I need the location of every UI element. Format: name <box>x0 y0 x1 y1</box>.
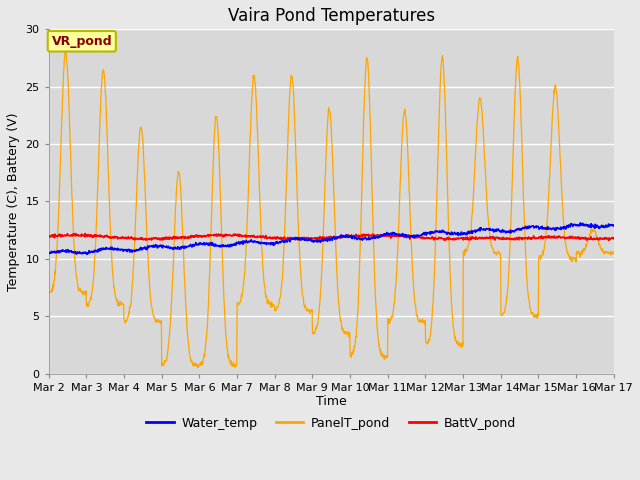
Text: VR_pond: VR_pond <box>51 35 112 48</box>
X-axis label: Time: Time <box>316 396 346 408</box>
Title: Vaira Pond Temperatures: Vaira Pond Temperatures <box>228 7 435 25</box>
Y-axis label: Temperature (C), Battery (V): Temperature (C), Battery (V) <box>7 112 20 291</box>
Legend: Water_temp, PanelT_pond, BattV_pond: Water_temp, PanelT_pond, BattV_pond <box>141 411 521 434</box>
